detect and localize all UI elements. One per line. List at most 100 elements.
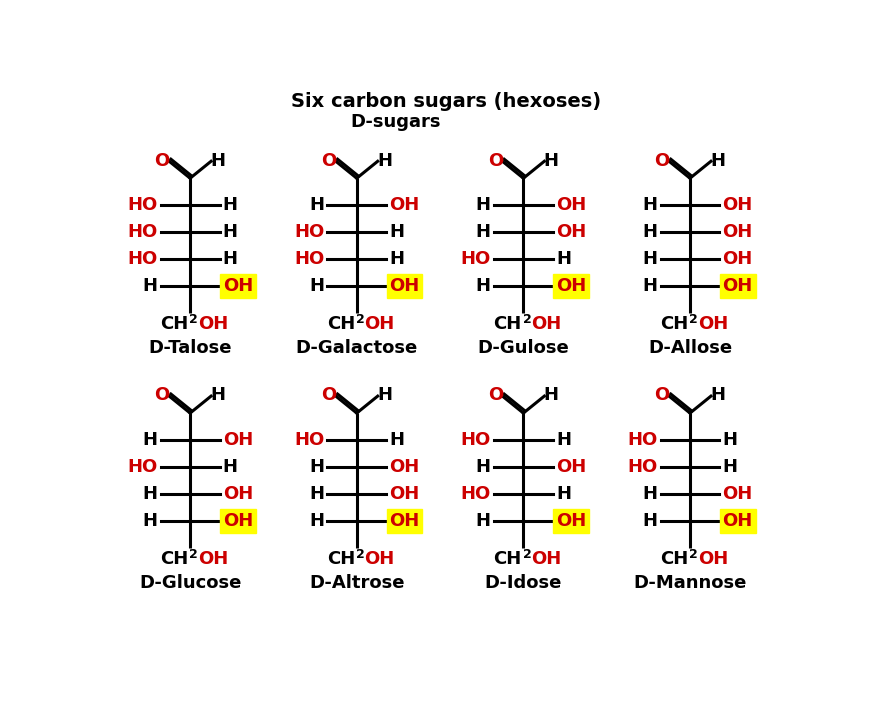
Text: 2: 2 — [189, 313, 198, 326]
Text: OH: OH — [222, 512, 253, 530]
Text: D-Glucose: D-Glucose — [139, 574, 241, 593]
Text: H: H — [388, 223, 404, 241]
Text: D-sugars: D-sugars — [350, 113, 441, 131]
Text: HO: HO — [127, 223, 157, 241]
Text: CH: CH — [160, 314, 189, 333]
Text: D-Talose: D-Talose — [149, 339, 232, 357]
Text: H: H — [475, 277, 490, 295]
Text: O: O — [653, 151, 669, 170]
Text: H: H — [388, 250, 404, 268]
Text: H: H — [641, 485, 657, 503]
Text: CH: CH — [160, 550, 189, 568]
Text: OH: OH — [555, 277, 586, 295]
Text: OH: OH — [722, 485, 752, 503]
Text: OH: OH — [388, 512, 419, 530]
Text: CH: CH — [493, 314, 521, 333]
Text: H: H — [308, 458, 324, 476]
Text: H: H — [543, 387, 558, 404]
Text: HO: HO — [460, 431, 490, 449]
Text: H: H — [641, 512, 657, 530]
Text: 2: 2 — [355, 313, 364, 326]
Text: H: H — [143, 485, 157, 503]
Text: OH: OH — [364, 314, 395, 333]
Text: OH: OH — [722, 250, 752, 268]
Text: CH: CH — [493, 550, 521, 568]
Text: D-Altrose: D-Altrose — [308, 574, 404, 593]
Text: H: H — [210, 387, 225, 404]
Text: HO: HO — [127, 250, 157, 268]
Text: CH: CH — [327, 314, 355, 333]
Text: H: H — [222, 458, 237, 476]
Text: H: H — [641, 277, 657, 295]
Text: H: H — [222, 250, 237, 268]
Text: 2: 2 — [522, 313, 531, 326]
Text: OH: OH — [197, 314, 228, 333]
Text: O: O — [488, 387, 502, 404]
Text: H: H — [475, 196, 490, 214]
Text: CH: CH — [660, 550, 687, 568]
Text: H: H — [377, 387, 392, 404]
Text: OH: OH — [388, 196, 419, 214]
Text: H: H — [641, 223, 657, 241]
Text: OH: OH — [555, 512, 586, 530]
Text: H: H — [641, 250, 657, 268]
Text: OH: OH — [697, 314, 727, 333]
Text: HO: HO — [460, 250, 490, 268]
Text: OH: OH — [722, 512, 752, 530]
Text: O: O — [321, 387, 336, 404]
Text: O: O — [488, 151, 502, 170]
Text: H: H — [377, 151, 392, 170]
Text: 2: 2 — [522, 548, 531, 561]
Text: H: H — [543, 151, 558, 170]
Text: OH: OH — [722, 196, 752, 214]
Text: H: H — [641, 196, 657, 214]
Text: HO: HO — [294, 250, 324, 268]
Text: H: H — [475, 512, 490, 530]
Text: H: H — [475, 223, 490, 241]
Text: H: H — [555, 250, 570, 268]
Text: H: H — [722, 431, 737, 449]
Text: O: O — [321, 151, 336, 170]
Text: OH: OH — [555, 458, 586, 476]
Text: D-Mannose: D-Mannose — [633, 574, 746, 593]
Text: O: O — [155, 151, 169, 170]
Text: H: H — [222, 223, 237, 241]
Text: D-Gulose: D-Gulose — [477, 339, 568, 357]
Text: H: H — [388, 431, 404, 449]
Text: 2: 2 — [189, 548, 198, 561]
Text: OH: OH — [388, 485, 419, 503]
Text: 2: 2 — [688, 548, 697, 561]
Text: HO: HO — [627, 458, 657, 476]
Text: H: H — [308, 277, 324, 295]
Text: H: H — [308, 196, 324, 214]
Text: H: H — [555, 431, 570, 449]
Text: H: H — [475, 458, 490, 476]
Text: O: O — [653, 387, 669, 404]
Text: H: H — [710, 151, 725, 170]
Text: OH: OH — [722, 277, 752, 295]
Text: OH: OH — [697, 550, 727, 568]
Text: OH: OH — [530, 550, 561, 568]
Text: H: H — [555, 485, 570, 503]
Text: Six carbon sugars (hexoses): Six carbon sugars (hexoses) — [290, 92, 600, 111]
Text: H: H — [710, 387, 725, 404]
Text: OH: OH — [722, 223, 752, 241]
Text: HO: HO — [127, 196, 157, 214]
Text: CH: CH — [660, 314, 687, 333]
Text: 2: 2 — [688, 313, 697, 326]
Text: OH: OH — [197, 550, 228, 568]
Text: H: H — [210, 151, 225, 170]
Text: OH: OH — [388, 458, 419, 476]
Text: OH: OH — [364, 550, 395, 568]
Text: HO: HO — [627, 431, 657, 449]
Text: 2: 2 — [355, 548, 364, 561]
Text: D-Idose: D-Idose — [484, 574, 561, 593]
Text: HO: HO — [460, 485, 490, 503]
Text: H: H — [143, 431, 157, 449]
Text: H: H — [222, 196, 237, 214]
Text: HO: HO — [127, 458, 157, 476]
Text: H: H — [143, 512, 157, 530]
Text: D-Allose: D-Allose — [647, 339, 731, 357]
Text: OH: OH — [222, 485, 253, 503]
Text: OH: OH — [555, 196, 586, 214]
